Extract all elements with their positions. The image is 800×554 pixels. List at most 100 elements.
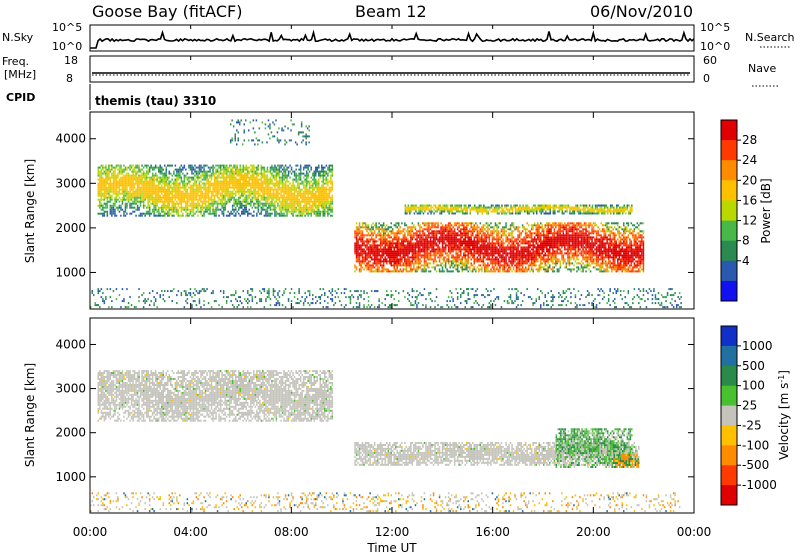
heatmap-cell: [450, 248, 453, 251]
heatmap-cell: [132, 184, 134, 187]
heatmap-cell: [167, 198, 169, 201]
heatmap-cell: [331, 166, 334, 169]
heatmap-cell: [177, 176, 180, 179]
heatmap-cell: [466, 232, 468, 235]
heatmap-cell: [428, 244, 430, 247]
heatmap-cell: [249, 121, 252, 124]
heatmap-cell: [219, 198, 222, 201]
heatmap-cell: [296, 180, 299, 183]
heatmap-cell: [461, 268, 463, 271]
heatmap-cell: [318, 208, 320, 211]
heatmap-cell: [204, 202, 207, 205]
heatmap-cell: [490, 242, 492, 245]
heatmap-cell: [174, 184, 177, 187]
heatmap-cell: [305, 206, 308, 209]
heatmap-cell: [378, 222, 380, 225]
heatmap-cell: [257, 164, 260, 167]
heatmap-cell: [127, 174, 130, 177]
heatmap-cell: [381, 224, 383, 227]
heatmap-cell: [177, 212, 180, 215]
heatmap-cell: [284, 125, 286, 128]
heatmap-cell: [147, 196, 149, 199]
heatmap-cell: [284, 143, 286, 146]
heatmap-cell: [248, 170, 250, 173]
heatmap-cell: [443, 226, 445, 229]
heatmap-cell: [159, 186, 161, 189]
heatmap-cell: [245, 196, 247, 199]
heatmap-cell: [331, 172, 334, 175]
heatmap-cell: [219, 164, 222, 167]
heatmap-cell: [139, 174, 142, 177]
heatmap-cell: [449, 266, 451, 269]
heatmap-cell: [227, 196, 229, 199]
heatmap-cell: [189, 202, 192, 205]
heatmap-cell: [434, 258, 436, 261]
heatmap-cell: [164, 214, 166, 217]
heatmap-cell: [207, 188, 210, 191]
heatmap-cell: [452, 230, 454, 233]
heatmap-cell: [183, 164, 186, 167]
heatmap-cell: [470, 244, 472, 247]
heatmap-cell: [473, 258, 475, 261]
heatmap-cell: [287, 170, 290, 173]
heatmap-cell: [416, 250, 418, 253]
heatmap-cell: [292, 206, 294, 209]
heatmap-cell: [295, 164, 297, 167]
heatmap-cell: [141, 164, 143, 167]
heatmap-cell: [376, 248, 379, 251]
heatmap-cell: [379, 240, 382, 243]
heatmap-cell: [395, 246, 397, 249]
heatmap-cell: [426, 258, 429, 261]
heatmap-cell: [452, 248, 454, 251]
heatmap-cell: [233, 214, 235, 217]
heatmap-cell: [301, 172, 303, 175]
heatmap-cell: [490, 268, 492, 271]
heatmap-cell: [269, 125, 271, 128]
heatmap-cell: [447, 258, 450, 261]
heatmap-cell: [284, 186, 287, 189]
heatmap-cell: [358, 246, 361, 249]
heatmap-cell: [221, 192, 223, 195]
heatmap-cell: [284, 210, 287, 213]
heatmap-cell: [102, 178, 104, 181]
heatmap-cell: [207, 208, 210, 211]
heatmap-cell: [287, 174, 290, 177]
heatmap-cell: [497, 254, 500, 257]
heatmap-cell: [262, 208, 264, 211]
heatmap-cell: [242, 174, 244, 177]
heatmap-cell: [265, 178, 267, 181]
heatmap-cell: [328, 170, 331, 173]
heatmap-cell: [484, 228, 486, 231]
heatmap-cell: [361, 232, 364, 235]
heatmap-cell: [118, 178, 121, 181]
heatmap-cell: [502, 240, 504, 243]
heatmap-cell: [425, 236, 427, 239]
heatmap-cell: [247, 214, 249, 217]
heatmap-cell: [139, 214, 142, 217]
heatmap-cell: [118, 188, 121, 191]
heatmap-cell: [434, 256, 436, 259]
heatmap-cell: [316, 194, 318, 197]
heatmap-cell: [296, 143, 298, 146]
heatmap-cell: [177, 208, 180, 211]
heatmap-cell: [192, 182, 195, 185]
heatmap-cell: [484, 270, 486, 273]
heatmap-cell: [460, 262, 462, 265]
heatmap-cell: [182, 192, 184, 195]
heatmap-cell: [118, 200, 121, 203]
heatmap-cell: [136, 180, 139, 183]
heatmap-cell: [139, 212, 142, 215]
heatmap-cell: [114, 186, 116, 189]
heatmap-cell: [328, 196, 331, 199]
heatmap-cell: [449, 222, 451, 225]
heatmap-cell: [367, 238, 370, 241]
heatmap-cell: [298, 214, 300, 217]
heatmap-cell: [277, 204, 279, 207]
heatmap-cell: [201, 192, 204, 195]
heatmap-cell: [404, 244, 406, 247]
heatmap-cell: [266, 206, 269, 209]
heatmap-cell: [452, 240, 454, 243]
heatmap-cell: [250, 164, 252, 167]
heatmap-cell: [485, 238, 488, 241]
heatmap-cell: [225, 182, 228, 185]
